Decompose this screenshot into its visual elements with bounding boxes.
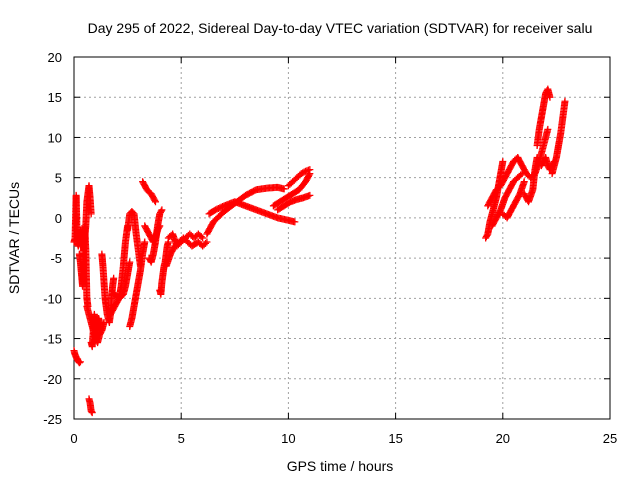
data-point: [197, 233, 205, 241]
data-point: [280, 185, 288, 193]
data-point: [544, 125, 552, 133]
data-point: [561, 97, 569, 105]
data-points: [70, 85, 569, 417]
data-point: [306, 166, 314, 174]
data-point: [75, 359, 83, 367]
x-tick-label: 10: [281, 431, 295, 446]
data-point: [87, 210, 95, 218]
y-axis-label: SDTVAR / TECUs: [6, 182, 22, 294]
y-tick-label: 15: [48, 90, 62, 105]
data-point: [499, 158, 507, 166]
data-point: [151, 198, 159, 206]
data-point: [520, 178, 528, 186]
data-point: [157, 207, 165, 215]
y-tick-label: -20: [43, 372, 62, 387]
x-tick-label: 20: [496, 431, 510, 446]
data-point: [201, 239, 209, 247]
x-axis-label: GPS time / hours: [287, 458, 394, 474]
chart-title: Day 295 of 2022, Sidereal Day-to-day VTE…: [88, 20, 593, 36]
data-point: [291, 218, 299, 226]
data-point: [199, 234, 207, 242]
data-point: [76, 358, 84, 366]
data-point: [141, 238, 149, 246]
x-tick-label: 15: [388, 431, 402, 446]
y-tick-label: 0: [55, 211, 62, 226]
tick-labels: 0 5 10 15 20 25 -25 -20 -15 -10 -5 0 5 10 15 20: [43, 50, 617, 446]
data-point: [306, 191, 314, 199]
data-point: [110, 274, 118, 282]
data-point: [97, 327, 105, 335]
x-tick-label: 25: [603, 431, 617, 446]
y-tick-label: -10: [43, 291, 62, 306]
data-point: [546, 93, 554, 101]
data-point: [151, 196, 159, 204]
y-tick-label: 20: [48, 50, 62, 65]
data-point: [126, 258, 134, 266]
y-tick-label: 10: [48, 130, 62, 145]
y-tick-label: -5: [50, 251, 62, 266]
data-point: [533, 154, 541, 162]
data-point: [88, 409, 96, 417]
data-point: [517, 171, 525, 179]
tick-marks: [73, 56, 611, 420]
data-point: [158, 206, 166, 214]
data-point: [203, 238, 211, 246]
x-tick-label: 5: [178, 431, 185, 446]
x-tick-label: 0: [70, 431, 77, 446]
y-tick-label: -15: [43, 332, 62, 347]
y-tick-label: 5: [55, 171, 62, 186]
y-tick-label: -25: [43, 412, 62, 427]
data-point: [305, 171, 313, 179]
